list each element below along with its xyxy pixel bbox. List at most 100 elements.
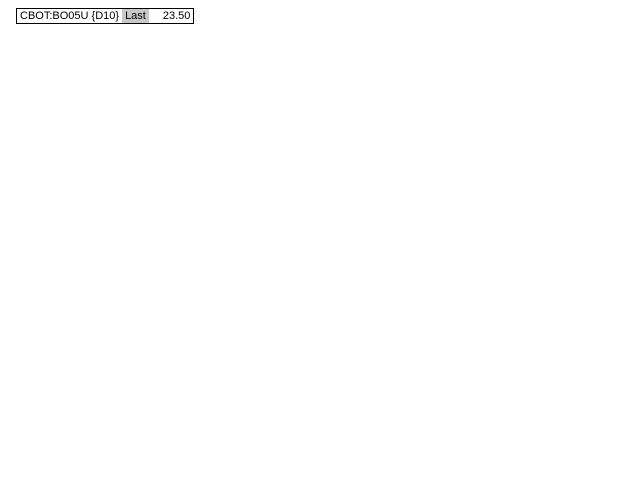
symbol-header: CBOT:BO05U {D10} Last 23.50 bbox=[16, 8, 195, 24]
candle-body bbox=[277, 196, 283, 205]
month-label: Jul bbox=[392, 485, 405, 496]
candle-body bbox=[322, 188, 327, 194]
candle-body bbox=[69, 265, 74, 283]
month-label: Nov bbox=[566, 485, 584, 496]
high-label: 26,43 bbox=[366, 40, 394, 52]
candle-body bbox=[94, 293, 100, 298]
oi-tick-label: 10,000 bbox=[574, 449, 605, 460]
candle-body bbox=[170, 196, 176, 236]
candle-body bbox=[410, 118, 416, 143]
month-label: Nov bbox=[42, 485, 60, 496]
day-label: 20 bbox=[69, 473, 79, 483]
day-label: 411 bbox=[2, 473, 16, 483]
candle-body bbox=[372, 99, 378, 120]
blue-projection bbox=[428, 134, 468, 226]
candle-body bbox=[239, 211, 245, 217]
day-label: 12 bbox=[453, 473, 463, 483]
candle-body bbox=[398, 130, 403, 136]
volume-badge bbox=[571, 400, 629, 413]
month-label: Feb bbox=[173, 485, 191, 496]
day-label: 26 bbox=[470, 473, 480, 483]
oi-badge bbox=[571, 425, 629, 438]
candle-body bbox=[75, 269, 81, 283]
month-label: Dec bbox=[86, 485, 104, 496]
projection-lines bbox=[279, 48, 499, 228]
candle-body bbox=[341, 149, 346, 182]
day-label: 1 bbox=[370, 473, 375, 483]
candle-body bbox=[214, 211, 220, 217]
month-label: Oct bbox=[523, 485, 539, 496]
day-label: 28 bbox=[152, 473, 162, 483]
candle-body bbox=[176, 173, 182, 197]
candle-body bbox=[195, 192, 201, 209]
candle-body bbox=[379, 111, 384, 120]
candle-body bbox=[202, 203, 207, 209]
candle-body bbox=[220, 203, 226, 213]
candle-body bbox=[31, 242, 36, 259]
month-label: Jan 2005 bbox=[129, 485, 171, 496]
day-label: 7 bbox=[537, 473, 542, 483]
candle-body bbox=[56, 234, 62, 248]
price-badge bbox=[571, 129, 629, 142]
day-label: 714 bbox=[136, 473, 151, 483]
candle-body bbox=[12, 262, 17, 275]
price-badge-label: 24.671 bbox=[574, 116, 605, 127]
candle-body bbox=[328, 173, 334, 190]
moving-averages bbox=[1, 95, 433, 310]
date-axis: 411 251 815 296 20 3 18 31 714 28 714 28 411 25 29 16 23… bbox=[2, 473, 584, 496]
candle-body bbox=[189, 165, 195, 194]
day-label: 3 bbox=[486, 473, 491, 483]
y-tick-label: 20.00 bbox=[577, 301, 602, 312]
main-panel bbox=[0, 0, 570, 342]
day-label: 25 bbox=[219, 473, 229, 483]
day-label: 3 bbox=[86, 473, 91, 483]
candle-body bbox=[62, 246, 68, 267]
candle-body bbox=[303, 180, 308, 201]
open-interest-bars: 20,000 10,000 21,626 bbox=[1, 425, 629, 468]
day-label: 23 bbox=[269, 473, 279, 483]
volume-badge-label: 16 bbox=[574, 403, 586, 414]
day-label: 16 bbox=[253, 473, 263, 483]
month-label: Sep bbox=[479, 485, 497, 496]
candle-body bbox=[366, 83, 372, 101]
candle-body bbox=[81, 262, 87, 271]
day-label: 411 bbox=[202, 473, 216, 483]
price-badge bbox=[571, 161, 629, 174]
day-label: 11 bbox=[336, 473, 345, 483]
candle-body bbox=[18, 254, 24, 275]
copyright-box bbox=[343, 291, 539, 311]
candle-body bbox=[208, 203, 214, 217]
candle-body bbox=[309, 165, 315, 182]
y-tick-label: 24.00 bbox=[577, 146, 602, 157]
candle-body bbox=[404, 118, 410, 132]
y-tick-label: 27.00 bbox=[577, 30, 602, 41]
price-axis: 27.00 26.00 25.00 24.00 23.00 22.00 21.00 20.00… bbox=[570, 30, 629, 312]
oi-badge-label: 21,626 bbox=[574, 428, 605, 439]
candle-body bbox=[164, 234, 169, 294]
y-tick-label: 25.00 bbox=[577, 107, 602, 118]
candle-body bbox=[284, 203, 289, 209]
month-label: Apr bbox=[260, 485, 276, 496]
month-label: May bbox=[304, 485, 323, 496]
candle-body bbox=[145, 316, 150, 325]
candle-body bbox=[50, 234, 55, 252]
price-badge-label: 24.302 bbox=[574, 132, 605, 143]
candle-body bbox=[151, 312, 157, 325]
candle-body bbox=[391, 114, 397, 136]
uptrend-line bbox=[171, 33, 571, 325]
last-label: Last bbox=[122, 9, 149, 23]
y-tick-label: 21.00 bbox=[577, 262, 602, 273]
candle-body bbox=[360, 64, 365, 85]
last-value: 23.50 bbox=[162, 10, 191, 22]
day-label: 17 bbox=[503, 473, 513, 483]
candle-body bbox=[315, 165, 321, 194]
day-label: 18 bbox=[102, 473, 112, 483]
candle-body bbox=[88, 262, 93, 294]
day-label: 5 bbox=[436, 473, 441, 483]
day-label: 714 bbox=[169, 473, 184, 483]
candle-body bbox=[265, 203, 270, 213]
candle-body bbox=[417, 142, 422, 151]
candle-body bbox=[423, 149, 429, 155]
candle-body bbox=[233, 196, 239, 217]
